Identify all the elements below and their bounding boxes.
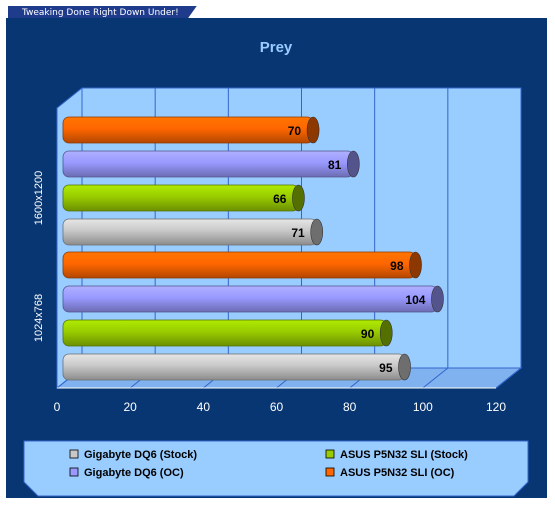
x-tick-label: 20 — [123, 400, 137, 414]
category-label: 1024x768 — [33, 294, 45, 342]
x-tick-label: 100 — [413, 400, 433, 414]
grid-floor-line — [495, 367, 522, 389]
y-axis: 1600x1200 1024x768 — [33, 171, 45, 342]
bar-value-label: 70 — [288, 124, 302, 138]
bar-value-label: 71 — [291, 226, 305, 240]
x-tick-label: 40 — [197, 400, 211, 414]
bar — [62, 116, 314, 144]
legend-box — [23, 440, 529, 497]
x-tick-label: 0 — [54, 400, 61, 414]
bar-value-label: 95 — [379, 361, 393, 375]
x-axis: 0 20 40 60 80 100 120 — [54, 387, 506, 414]
x-tick-label: 120 — [486, 400, 506, 414]
bar-cap — [379, 319, 393, 347]
category-label: 1600x1200 — [33, 171, 45, 225]
legend-swatch — [325, 467, 335, 477]
bar — [62, 319, 387, 347]
legend-swatch — [69, 467, 79, 477]
bar-value-label: 81 — [328, 158, 342, 172]
bar — [62, 184, 299, 212]
bar-cap — [347, 150, 360, 178]
legend-label: ASUS P5N32 SLI (Stock) — [340, 449, 468, 461]
legend-label: ASUS P5N32 SLI (OC) — [340, 467, 455, 479]
bar-chart: Prey 70 81 66 71 98 104 90 95 0 20 40 60 80 100 120 1… — [23, 39, 529, 497]
bar-cap — [398, 353, 411, 381]
bars-group: 70 81 66 71 98 104 90 95 — [62, 116, 444, 381]
bar — [62, 251, 416, 279]
legend-swatch — [325, 449, 335, 459]
bar-value-label: 98 — [390, 259, 404, 273]
bar — [62, 218, 318, 246]
legend-label: Gigabyte DQ6 (OC) — [84, 467, 184, 479]
bar-cap — [306, 116, 320, 144]
bar — [62, 285, 438, 313]
chart-title: Prey — [260, 39, 293, 56]
bar-value-label: 90 — [361, 327, 375, 341]
legend: Gigabyte DQ6 (Stock) ASUS P5N32 SLI (Stoc… — [23, 440, 529, 497]
bar — [62, 353, 405, 381]
bar-cap — [292, 184, 305, 212]
legend-swatch — [69, 449, 79, 459]
x-tick-label: 80 — [343, 400, 357, 414]
bar-value-label: 66 — [273, 192, 287, 206]
site-tagline: Tweaking Done Right Down Under! — [8, 6, 197, 20]
bar-cap — [409, 251, 422, 279]
bar-cap — [431, 285, 444, 313]
bar — [62, 150, 354, 178]
grid-floor-line — [422, 367, 449, 389]
bar-cap — [310, 218, 324, 246]
bar-value-label: 104 — [405, 293, 425, 307]
legend-label: Gigabyte DQ6 (Stock) — [84, 449, 197, 461]
chart-frame: Prey 70 81 66 71 98 104 90 95 0 20 40 60 80 100 120 1… — [6, 18, 547, 498]
x-tick-label: 60 — [270, 400, 284, 414]
